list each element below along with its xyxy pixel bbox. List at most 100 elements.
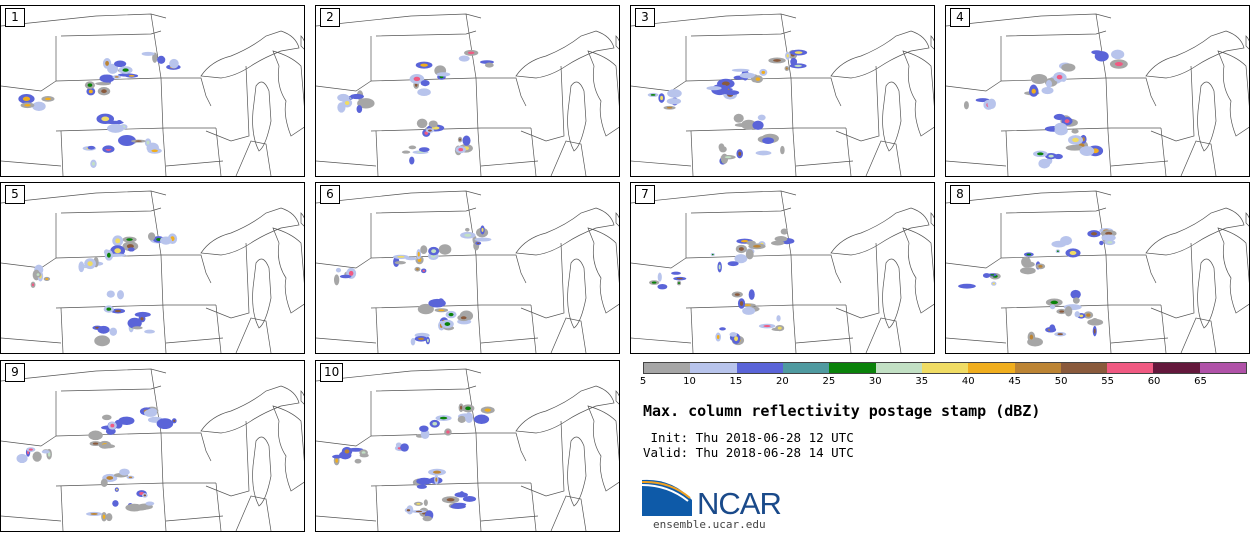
echo-core <box>140 317 144 321</box>
echo-cell <box>1101 234 1116 242</box>
echo-core <box>1029 334 1034 340</box>
coastline <box>272 50 304 137</box>
echo-cell <box>109 327 118 336</box>
echo-core <box>101 116 110 122</box>
state-border <box>316 36 372 92</box>
coastline <box>587 405 619 492</box>
echo-cell <box>400 443 409 452</box>
echo-cell <box>1020 267 1036 275</box>
echo-core <box>115 238 121 244</box>
state-border <box>375 385 477 392</box>
echo-cell <box>97 325 110 334</box>
state-border <box>690 207 792 214</box>
state-border <box>1095 190 1109 309</box>
state-border <box>370 482 531 487</box>
member-number-label: 10 <box>320 363 344 382</box>
echo-cell <box>401 150 411 154</box>
echo-cell <box>452 502 467 507</box>
echo-cell <box>99 444 116 449</box>
echo-cell <box>457 415 466 423</box>
echo-core <box>422 269 425 272</box>
state-border <box>55 127 216 132</box>
echo-core <box>439 416 448 420</box>
echo-cell <box>474 237 492 242</box>
echo-cell <box>94 335 111 347</box>
state-border <box>685 304 846 309</box>
echo-core <box>459 405 463 410</box>
echo-cell <box>1065 144 1084 151</box>
echo-cell <box>1099 240 1104 246</box>
echo-core <box>438 309 445 312</box>
coastline <box>272 227 304 314</box>
state-border <box>480 515 539 522</box>
coastline <box>300 390 304 405</box>
echo-cell <box>667 89 682 98</box>
valid-time: Valid: Thu 2018-06-28 14 UTC <box>643 445 854 460</box>
state-border <box>477 307 482 353</box>
reflectivity-colorbar <box>643 362 1247 374</box>
coastline <box>515 30 615 79</box>
echo-cell <box>416 477 433 485</box>
plot-title: Max. column reflectivity postage stamp (… <box>643 402 1041 420</box>
echo-core <box>87 261 93 267</box>
echo-cell <box>1072 297 1080 304</box>
echo-core <box>785 67 788 70</box>
coastline <box>567 81 587 152</box>
state-border <box>685 127 846 132</box>
echo-cell <box>106 124 125 133</box>
echo-cell <box>458 55 470 62</box>
echo-cell <box>106 290 115 298</box>
colorbar-segment <box>736 363 783 373</box>
colorbar-segment <box>829 363 876 373</box>
colorbar-segment <box>1153 363 1200 373</box>
echo-cell <box>436 72 451 77</box>
echo-core <box>660 95 664 101</box>
colorbar-segment <box>875 363 922 373</box>
echo-core <box>126 238 133 241</box>
colorbar-tick-label: 15 <box>729 376 743 387</box>
colorbar-tick-label: 20 <box>776 376 789 387</box>
echo-cell <box>160 236 172 245</box>
echo-cell <box>119 468 130 476</box>
state-border <box>316 160 377 167</box>
state-border <box>205 65 250 142</box>
echo-cell <box>339 274 352 279</box>
state-border <box>1 160 62 167</box>
echo-core <box>676 277 683 280</box>
echo-cell <box>438 244 452 255</box>
state-border <box>370 254 477 259</box>
echo-core <box>22 96 31 102</box>
echo-cell <box>1049 324 1056 332</box>
echo-core <box>416 268 419 271</box>
echo-core <box>484 408 491 412</box>
echo-cell <box>101 414 112 421</box>
state-border <box>791 77 842 107</box>
state-border <box>60 307 64 353</box>
echo-cell <box>335 267 342 273</box>
coastline <box>1245 35 1249 50</box>
coastline <box>252 436 272 507</box>
echo-core <box>1056 74 1063 80</box>
postage-stamp-panel: 9 <box>0 360 305 532</box>
state-border <box>476 432 527 462</box>
echo-core <box>92 442 99 445</box>
echo-cell <box>420 245 428 254</box>
coastline <box>930 212 934 227</box>
echo-cell <box>462 495 477 502</box>
colorbar-tick-label: 65 <box>1194 376 1207 387</box>
logo-wordmark: NCAR <box>697 486 782 521</box>
reflectivity-map <box>1 13 304 176</box>
echo-core <box>420 63 428 67</box>
state-border <box>1005 30 1107 37</box>
echo-core <box>666 106 673 109</box>
state-border <box>1107 130 1112 176</box>
echo-core <box>406 509 411 512</box>
colorbar-segment <box>644 363 691 373</box>
state-border <box>631 13 797 27</box>
echo-cell <box>103 145 113 150</box>
echo-core <box>460 316 467 320</box>
postage-stamp-panel: 2 <box>315 5 620 177</box>
echo-core <box>106 476 114 480</box>
echo-core <box>115 488 118 491</box>
echo-cell <box>144 409 157 417</box>
